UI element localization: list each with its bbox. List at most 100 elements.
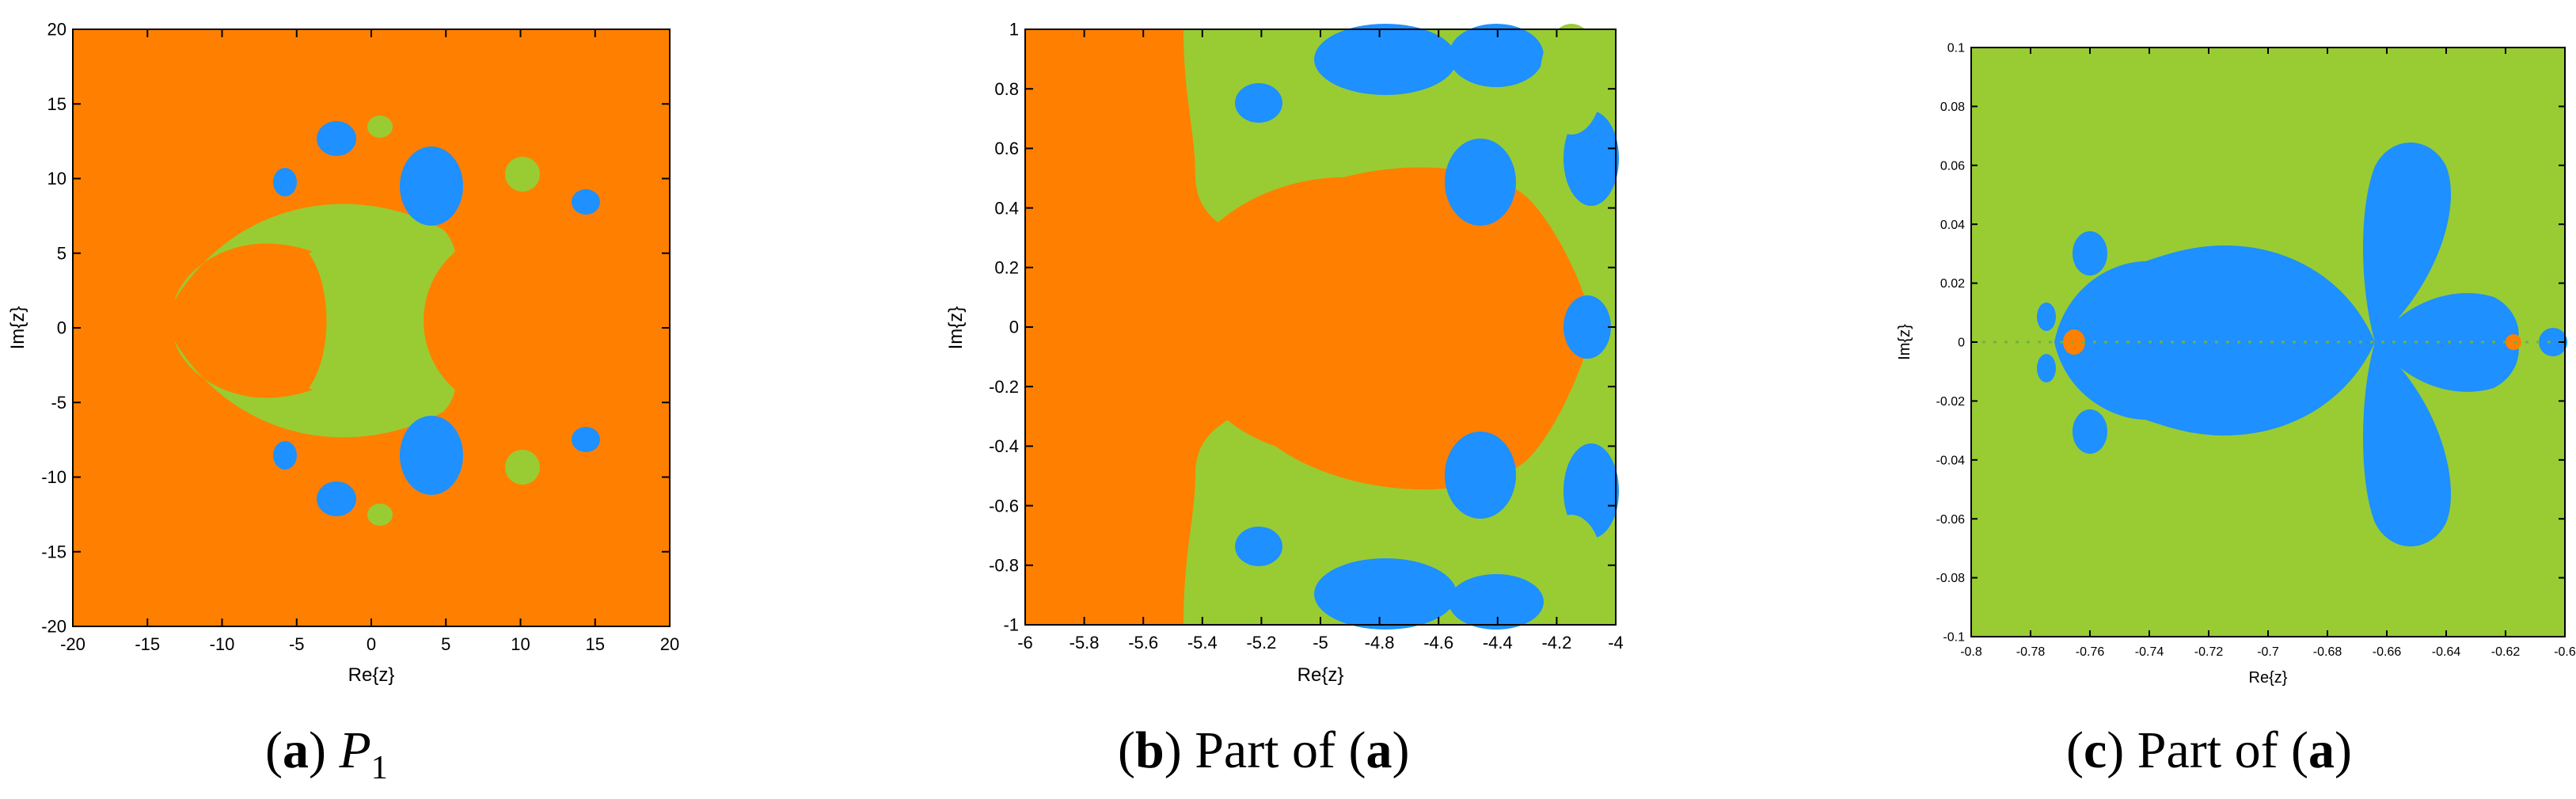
y-tick-label: 0.02 — [1940, 277, 1965, 291]
blue-basin-b-7 — [1445, 432, 1516, 519]
blue-petal-c-5 — [2539, 328, 2567, 356]
blue-basin-b-1 — [1314, 24, 1457, 95]
axes-c: -0.8 -0.78 -0.76 -0.74 -0.72 -0.7 -0.68 -0.66 -0… — [1936, 42, 2576, 659]
blue-petal-c-2 — [2073, 409, 2107, 454]
ylabel-b: Im{z} — [945, 306, 967, 350]
x-tick-label: -0.6 — [2554, 645, 2576, 659]
caption-c-letter: c — [2083, 721, 2107, 779]
basin-inner-b — [1195, 177, 1527, 457]
y-tick-label: -5 — [51, 393, 66, 413]
green-basin-a-2 — [505, 450, 540, 485]
y-tick-label: 0 — [57, 318, 66, 338]
green-basin-a-3 — [367, 116, 393, 138]
blue-petal-c-1 — [2073, 231, 2107, 276]
green-basin-a-1 — [505, 157, 540, 192]
caption-b-letter2: a — [1366, 721, 1392, 779]
x-tick-label: -5.4 — [1187, 633, 1218, 653]
y-tick-label: -0.2 — [989, 377, 1019, 397]
caption-b-letter: b — [1134, 721, 1165, 779]
blue-lobe-right-c — [2375, 293, 2519, 392]
blue-basin-b-10 — [1235, 83, 1282, 123]
blue-body-c — [2054, 245, 2375, 436]
x-tick-label: -0.64 — [2432, 645, 2461, 659]
plot-area-c — [1971, 48, 2567, 637]
blue-basin-b-6 — [1449, 574, 1544, 630]
y-tick-label: -0.4 — [989, 436, 1019, 456]
ylabel-a: Im{z} — [7, 306, 28, 350]
y-tick-label: -0.04 — [1936, 454, 1966, 467]
basin-center-a — [309, 242, 467, 399]
x-tick-label: -10 — [210, 634, 235, 654]
caption-c-close: ) — [2335, 721, 2353, 779]
plot-area-b — [1025, 24, 1619, 630]
x-tick-label: -5 — [289, 634, 305, 654]
y-tick-label: 15 — [47, 94, 66, 114]
green-basin-b-1 — [1540, 24, 1603, 135]
y-tick-label: -0.1 — [1943, 631, 1965, 645]
y-tick-label: 0 — [1958, 337, 1965, 350]
y-tick-label: 5 — [57, 243, 66, 263]
green-basin-a-4 — [367, 504, 393, 526]
x-tick-label: 10 — [511, 634, 530, 654]
x-tick-label: 0 — [367, 634, 376, 654]
green-basin-b-2 — [1540, 515, 1603, 626]
orange-spot-c-2 — [2506, 334, 2521, 350]
x-tick-label: -0.74 — [2135, 645, 2164, 659]
blue-basin-a-3 — [400, 416, 463, 495]
x-tick-label: -5.2 — [1246, 633, 1276, 653]
y-tick-label: 0.6 — [994, 139, 1019, 158]
blue-basin-a-7 — [572, 189, 600, 215]
y-tick-label: 0.2 — [994, 258, 1019, 278]
x-tick-label: -0.76 — [2076, 645, 2105, 659]
x-tick-label: -5.6 — [1128, 633, 1158, 653]
blue-basin-a-8 — [572, 427, 600, 452]
y-tick-label: 0 — [1009, 318, 1019, 337]
blue-lobe-up-c — [2363, 143, 2451, 342]
caption-b: (b) Part of (a) — [1118, 721, 1410, 779]
blue-petal-c-4 — [2037, 354, 2056, 382]
blue-lobe-down-c — [2363, 342, 2451, 546]
caption-a-letter: a — [282, 721, 309, 779]
x-tick-label: -4.8 — [1365, 633, 1395, 653]
blue-basin-b-9 — [1563, 295, 1611, 359]
caption-a: (a) P1 — [265, 721, 388, 787]
x-tick-label: -0.68 — [2313, 645, 2342, 659]
x-tick-label: -0.7 — [2257, 645, 2279, 659]
x-tick-label: -5.8 — [1070, 633, 1100, 653]
y-tick-label: 0.1 — [1947, 42, 1965, 55]
plot-a: -20 -15 -10 -5 0 5 10 15 20 20 15 10 5 0 -5 -10 -15 -20 R… — [7, 20, 679, 686]
y-tick-label: -10 — [41, 467, 66, 487]
y-tick-label: 0.8 — [994, 79, 1019, 99]
y-tick-label: -0.6 — [989, 496, 1019, 516]
axes-b: -6 -5.8 -5.6 -5.4 -5.2 -5 -4.8 -4.6 -4.4 -4.2 -4 1 0… — [989, 20, 1624, 653]
x-tick-label: -5 — [1313, 633, 1328, 653]
x-tick-label: -4 — [1608, 633, 1624, 653]
x-tick-label: -0.66 — [2373, 645, 2402, 659]
blue-petal-c-3 — [2037, 302, 2056, 331]
y-tick-label: -0.8 — [989, 556, 1019, 576]
blue-basin-b-8 — [1563, 443, 1619, 538]
y-tick-label: -1 — [1003, 615, 1019, 635]
x-tick-label: 5 — [441, 634, 450, 654]
caption-b-text: Part of ( — [1195, 721, 1366, 779]
y-tick-label: -15 — [41, 542, 66, 561]
y-tick-label: 0.08 — [1940, 101, 1965, 114]
x-tick-label: -6 — [1017, 633, 1033, 653]
y-tick-label: 0.04 — [1940, 219, 1965, 232]
y-tick-label: -0.06 — [1936, 513, 1966, 527]
x-tick-label: -4.6 — [1423, 633, 1453, 653]
blue-basin-b-2 — [1449, 24, 1544, 87]
xlabel-a: Re{z} — [348, 664, 395, 686]
blue-basin-a-1 — [317, 121, 356, 156]
blue-basin-a-2 — [400, 146, 463, 226]
caption-c-letter2: a — [2308, 721, 2335, 779]
blue-basin-a-6 — [273, 168, 297, 196]
y-tick-label: -0.08 — [1936, 572, 1966, 585]
y-tick-label: 0.06 — [1940, 159, 1965, 173]
x-tick-label: -4.4 — [1483, 633, 1513, 653]
panel-c: -0.8 -0.78 -0.76 -0.74 -0.72 -0.7 -0.68 -0.66 -0… — [1884, 0, 2576, 799]
y-tick-label: -0.02 — [1936, 395, 1966, 409]
y-tick-label: -20 — [41, 617, 66, 637]
blue-basin-b-5 — [1314, 558, 1457, 630]
plot-area-a — [73, 29, 670, 626]
